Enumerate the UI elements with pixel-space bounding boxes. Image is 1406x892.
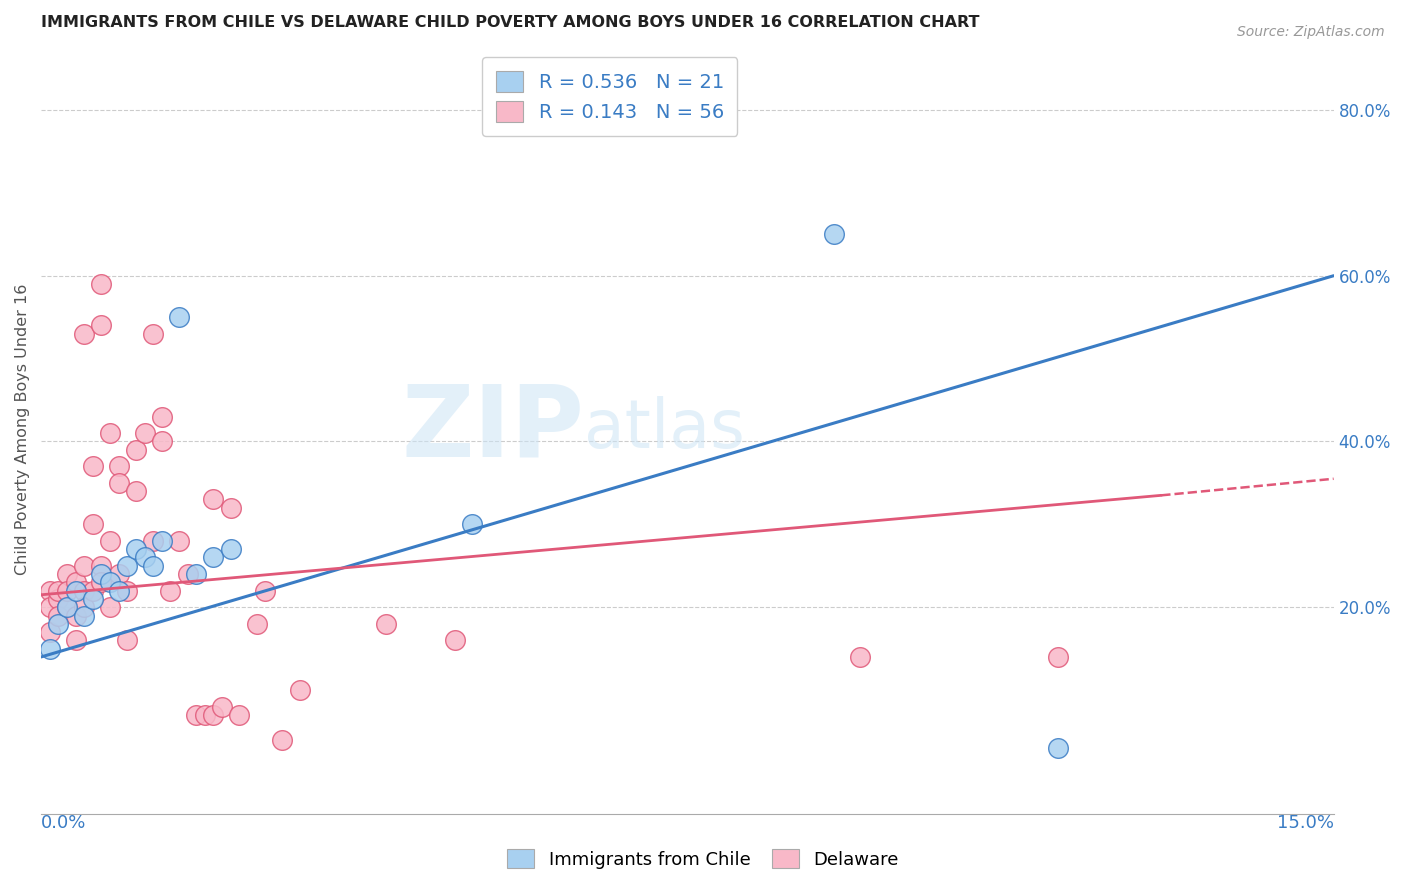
Point xyxy=(228,708,250,723)
Point xyxy=(211,699,233,714)
Point xyxy=(461,517,484,532)
Legend: Immigrants from Chile, Delaware: Immigrants from Chile, Delaware xyxy=(501,842,905,876)
Point xyxy=(186,708,208,723)
Point xyxy=(150,409,173,424)
Point xyxy=(176,567,198,582)
Text: IMMIGRANTS FROM CHILE VS DELAWARE CHILD POVERTY AMONG BOYS UNDER 16 CORRELATION : IMMIGRANTS FROM CHILE VS DELAWARE CHILD … xyxy=(41,15,980,30)
Point xyxy=(245,616,267,631)
Point xyxy=(46,616,69,631)
Point xyxy=(254,583,277,598)
Point xyxy=(443,633,465,648)
Point xyxy=(82,591,104,606)
Point xyxy=(56,600,79,615)
Point xyxy=(65,583,87,598)
Point xyxy=(73,326,96,341)
Point xyxy=(56,600,79,615)
Point xyxy=(107,583,129,598)
Point xyxy=(46,608,69,623)
Point xyxy=(90,318,112,333)
Point xyxy=(90,575,112,590)
Text: ZIP: ZIP xyxy=(401,381,583,477)
Point xyxy=(374,616,396,631)
Point xyxy=(82,459,104,474)
Point xyxy=(134,426,156,441)
Point xyxy=(107,567,129,582)
Point xyxy=(56,567,79,582)
Point xyxy=(167,533,190,548)
Point xyxy=(848,649,870,664)
Point xyxy=(167,310,190,325)
Point xyxy=(288,683,311,698)
Point xyxy=(98,426,121,441)
Point xyxy=(159,583,181,598)
Point xyxy=(65,608,87,623)
Point xyxy=(194,708,217,723)
Point xyxy=(823,227,845,242)
Legend: R = 0.536   N = 21, R = 0.143   N = 56: R = 0.536 N = 21, R = 0.143 N = 56 xyxy=(482,57,738,136)
Point xyxy=(186,567,208,582)
Point xyxy=(73,558,96,573)
Point xyxy=(107,475,129,490)
Point xyxy=(38,600,60,615)
Point xyxy=(125,542,148,557)
Point xyxy=(142,558,165,573)
Point xyxy=(219,500,242,515)
Text: Source: ZipAtlas.com: Source: ZipAtlas.com xyxy=(1237,25,1385,39)
Point xyxy=(65,575,87,590)
Text: atlas: atlas xyxy=(583,396,745,462)
Point xyxy=(142,533,165,548)
Point xyxy=(65,633,87,648)
Point xyxy=(125,484,148,499)
Point xyxy=(150,533,173,548)
Point xyxy=(38,583,60,598)
Point xyxy=(125,442,148,457)
Point xyxy=(202,492,225,507)
Point xyxy=(117,633,139,648)
Text: 0.0%: 0.0% xyxy=(41,814,87,832)
Text: 15.0%: 15.0% xyxy=(1277,814,1334,832)
Point xyxy=(38,641,60,656)
Point xyxy=(90,567,112,582)
Point xyxy=(271,732,294,747)
Point xyxy=(142,326,165,341)
Point xyxy=(82,583,104,598)
Point xyxy=(90,277,112,291)
Point xyxy=(150,434,173,449)
Y-axis label: Child Poverty Among Boys Under 16: Child Poverty Among Boys Under 16 xyxy=(15,284,30,574)
Point xyxy=(46,583,69,598)
Point xyxy=(1046,649,1069,664)
Point xyxy=(82,517,104,532)
Point xyxy=(219,542,242,557)
Point xyxy=(90,558,112,573)
Point xyxy=(73,608,96,623)
Point xyxy=(202,708,225,723)
Point xyxy=(38,625,60,640)
Point xyxy=(73,600,96,615)
Point xyxy=(98,600,121,615)
Point xyxy=(98,533,121,548)
Point xyxy=(46,591,69,606)
Point xyxy=(98,575,121,590)
Point xyxy=(73,583,96,598)
Point xyxy=(134,550,156,565)
Point xyxy=(1046,741,1069,756)
Point xyxy=(107,459,129,474)
Point xyxy=(117,558,139,573)
Point xyxy=(202,550,225,565)
Point xyxy=(117,583,139,598)
Point xyxy=(56,583,79,598)
